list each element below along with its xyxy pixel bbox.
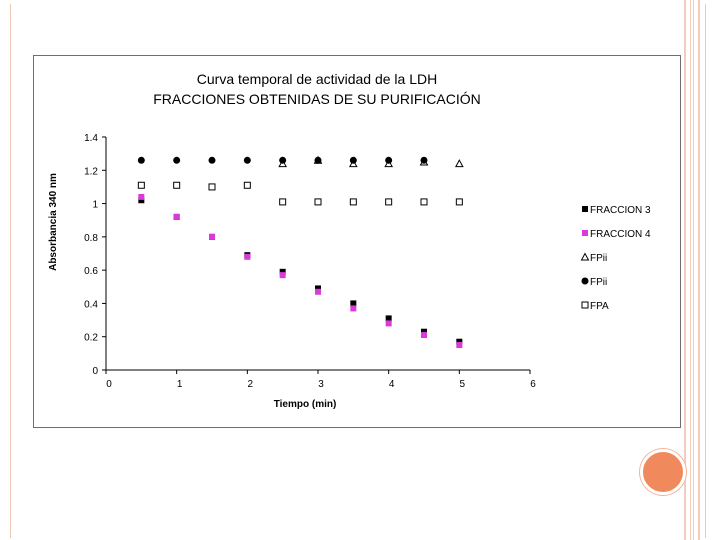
decorative-stripes-inner [690, 0, 694, 540]
data-point [137, 156, 145, 164]
data-point [456, 342, 463, 349]
legend-marker [582, 230, 588, 236]
data-point [209, 233, 215, 240]
data-point [208, 183, 216, 191]
data-point [456, 338, 463, 345]
data-point [243, 181, 251, 189]
x-tick-label: 1 [177, 379, 183, 390]
y-tick-label: 0.2 [84, 333, 98, 344]
data-point [350, 300, 357, 307]
data-point [244, 253, 251, 260]
data-point [279, 272, 286, 279]
y-tick-label: 0 [92, 366, 98, 377]
y-tick-label: 1.4 [84, 133, 98, 144]
legend-entry: FRACCION 3 [590, 205, 651, 216]
data-point [421, 328, 427, 335]
legend-entry: FPA [590, 301, 609, 312]
x-tick-label: 6 [530, 379, 536, 390]
x-tick-label: 2 [248, 379, 254, 390]
data-point [314, 156, 322, 164]
data-point [279, 268, 286, 275]
data-point [314, 198, 322, 206]
data-point [385, 320, 392, 327]
legend-entry: FPii [590, 253, 607, 264]
y-tick-label: 0.6 [84, 266, 98, 277]
data-point [173, 156, 181, 164]
y-tick-label: 0.8 [84, 233, 98, 244]
decorative-circle [640, 449, 686, 495]
legend-marker [581, 301, 589, 309]
x-axis-label: Tiempo (min) [274, 399, 337, 410]
data-point [173, 181, 181, 189]
data-point [315, 285, 321, 292]
data-point [454, 159, 464, 168]
data-point [385, 315, 392, 322]
chart-frame [33, 55, 681, 428]
x-tick-label: 5 [460, 379, 466, 390]
legend-marker [582, 206, 588, 212]
x-tick-label: 4 [389, 379, 395, 390]
chart-title-line-1: Curva temporal de actividad de la LDH [197, 71, 437, 87]
data-point [420, 156, 428, 164]
y-tick-label: 1.2 [84, 166, 98, 177]
y-tick-label: 1 [92, 200, 98, 211]
data-point [420, 198, 428, 206]
data-point [137, 181, 145, 189]
y-tick-label: 0.4 [84, 299, 98, 310]
data-point [173, 213, 180, 220]
decorative-stripes [684, 0, 700, 540]
data-point [455, 198, 463, 206]
data-point [385, 198, 393, 206]
data-point [385, 156, 393, 164]
data-point [138, 193, 145, 200]
data-point [138, 197, 145, 204]
data-point [279, 156, 287, 164]
x-tick-label: 0 [106, 379, 112, 390]
data-point [208, 156, 216, 164]
y-axis-label: Absorbancia 340 nm [48, 173, 59, 271]
legend-marker [581, 277, 589, 285]
slide-border [10, 4, 706, 538]
legend-marker [580, 252, 590, 261]
data-point [349, 156, 357, 164]
data-point [349, 198, 357, 206]
data-point [350, 305, 357, 312]
legend-entry: FRACCION 4 [590, 229, 651, 240]
x-tick-label: 3 [318, 379, 324, 390]
data-point [279, 198, 287, 206]
legend-entry: FPii [590, 277, 607, 288]
chart-title-line-2: FRACCIONES OBTENIDAS DE SU PURIFICACIÓN [153, 91, 480, 107]
data-point [243, 156, 251, 164]
data-point [315, 288, 321, 295]
data-point [421, 332, 427, 339]
